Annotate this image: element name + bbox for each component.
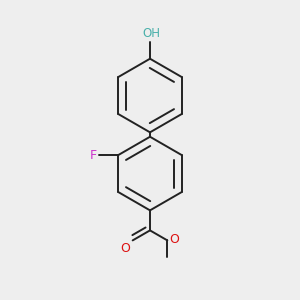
Text: O: O — [120, 242, 130, 255]
Text: F: F — [90, 149, 97, 162]
Text: O: O — [169, 233, 179, 246]
Text: OH: OH — [142, 28, 160, 40]
